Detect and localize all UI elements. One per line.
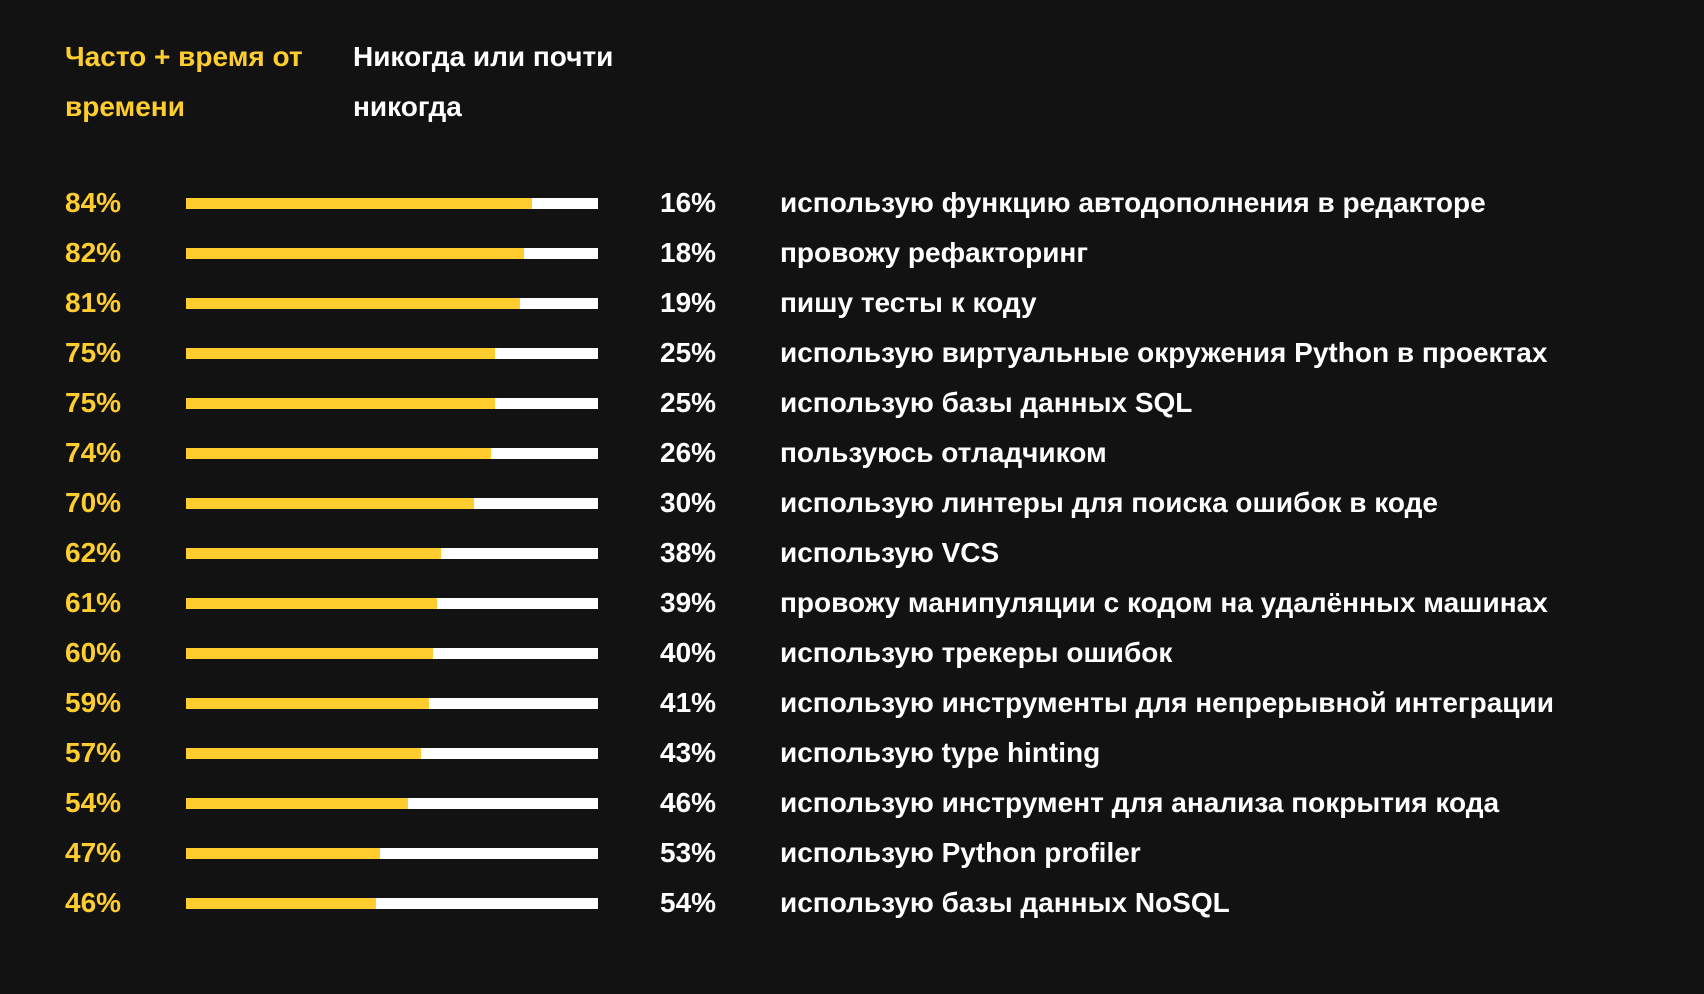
chart-row: 70% 30% использую линтеры для поиска ошибо… xyxy=(0,478,1704,528)
bar-track xyxy=(186,798,598,809)
chart-row: 61% 39% провожу манипуляции с кодом на уда… xyxy=(0,578,1704,628)
category-label: пишу тесты к коду xyxy=(780,287,1037,318)
never-percent-label: 39% xyxy=(660,587,717,618)
often-bar xyxy=(186,598,438,609)
category-label: провожу рефакторинг xyxy=(780,237,1088,268)
category-label: использую type hinting xyxy=(780,737,1101,768)
bar-track xyxy=(186,448,598,459)
never-percent-label: 19% xyxy=(660,287,717,318)
often-bar xyxy=(186,448,491,459)
often-bar xyxy=(186,198,533,209)
often-percent-label: 57% xyxy=(65,737,122,768)
often-bar xyxy=(186,698,430,709)
often-bar xyxy=(186,798,409,809)
often-bar xyxy=(186,648,434,659)
chart-row: 74% 26% пользуюсь отладчиком xyxy=(0,428,1704,478)
often-percent-label: 75% xyxy=(65,387,122,418)
bar-track xyxy=(186,748,598,759)
often-bar xyxy=(186,898,376,909)
often-percent-label: 46% xyxy=(65,887,122,918)
bar-track xyxy=(186,698,598,709)
category-label: использую виртуальные окружения Python в… xyxy=(780,337,1548,368)
bar-track xyxy=(186,398,598,409)
chart-row: 75% 25% использую виртуальные окружения Py… xyxy=(0,328,1704,378)
never-percent-label: 26% xyxy=(660,437,717,468)
chart-row: 59% 41% использую инструменты для непрерыв… xyxy=(0,678,1704,728)
bar-track xyxy=(186,548,598,559)
legend-never: Никогда или почти никогда xyxy=(353,41,614,122)
never-percent-label: 53% xyxy=(660,837,717,868)
never-percent-label: 16% xyxy=(660,187,717,218)
often-bar xyxy=(186,548,442,559)
category-label: использую трекеры ошибок xyxy=(780,637,1173,668)
legend-often: Часто + время от времени xyxy=(65,41,303,122)
never-percent-label: 25% xyxy=(660,337,717,368)
category-label: использую Python profiler xyxy=(780,837,1141,868)
category-label: использую инструменты для непрерывной ин… xyxy=(780,687,1554,718)
chart-row: 47% 53% использую Python profiler xyxy=(0,828,1704,878)
chart-row: 84% 16% использую функцию автодополнения в… xyxy=(0,178,1704,228)
often-percent-label: 82% xyxy=(65,237,122,268)
bar-track xyxy=(186,648,598,659)
never-percent-label: 18% xyxy=(660,237,717,268)
bar-track xyxy=(186,498,598,509)
bar-track xyxy=(186,298,598,309)
often-bar xyxy=(186,748,421,759)
often-bar xyxy=(186,848,380,859)
often-bar xyxy=(186,348,495,359)
never-percent-label: 40% xyxy=(660,637,717,668)
bar-track xyxy=(186,898,598,909)
chart-row: 81% 19% пишу тесты к коду xyxy=(0,278,1704,328)
chart-row: 60% 40% использую трекеры ошибок xyxy=(0,628,1704,678)
never-percent-label: 43% xyxy=(660,737,717,768)
often-percent-label: 70% xyxy=(65,487,122,518)
often-percent-label: 61% xyxy=(65,587,122,618)
never-percent-label: 25% xyxy=(660,387,717,418)
often-percent-label: 54% xyxy=(65,787,122,818)
often-bar xyxy=(186,248,524,259)
category-label: пользуюсь отладчиком xyxy=(780,437,1107,468)
bar-track xyxy=(186,348,598,359)
chart-row: 62% 38% использую VCS xyxy=(0,528,1704,578)
often-percent-label: 81% xyxy=(65,287,122,318)
category-label: использую базы данных SQL xyxy=(780,387,1193,418)
category-label: провожу манипуляции с кодом на удалённых… xyxy=(780,587,1548,618)
often-bar xyxy=(186,298,520,309)
bar-track xyxy=(186,598,598,609)
chart-row: 82% 18% провожу рефакторинг xyxy=(0,228,1704,278)
bar-track xyxy=(186,248,598,259)
never-percent-label: 46% xyxy=(660,787,717,818)
chart-row: 54% 46% использую инструмент для анализа п… xyxy=(0,778,1704,828)
chart-row: 46% 54% использую базы данных NoSQL xyxy=(0,878,1704,928)
often-bar xyxy=(186,498,475,509)
never-percent-label: 38% xyxy=(660,537,717,568)
bar-track xyxy=(186,848,598,859)
never-percent-label: 30% xyxy=(660,487,717,518)
often-percent-label: 60% xyxy=(65,637,122,668)
category-label: использую базы данных NoSQL xyxy=(780,887,1230,918)
often-percent-label: 59% xyxy=(65,687,122,718)
chart-row: 75% 25% использую базы данных SQL xyxy=(0,378,1704,428)
often-bar xyxy=(186,398,495,409)
chart-row: 57% 43% использую type hinting xyxy=(0,728,1704,778)
often-percent-label: 62% xyxy=(65,537,122,568)
often-percent-label: 74% xyxy=(65,437,122,468)
often-percent-label: 84% xyxy=(65,187,122,218)
often-percent-label: 75% xyxy=(65,337,122,368)
category-label: использую функцию автодополнения в редак… xyxy=(780,187,1486,218)
never-percent-label: 54% xyxy=(660,887,717,918)
category-label: использую VCS xyxy=(780,537,1000,568)
bar-track xyxy=(186,198,598,209)
never-percent-label: 41% xyxy=(660,687,717,718)
category-label: использую линтеры для поиска ошибок в ко… xyxy=(780,487,1438,518)
category-label: использую инструмент для анализа покрыти… xyxy=(780,787,1500,818)
often-percent-label: 47% xyxy=(65,837,122,868)
